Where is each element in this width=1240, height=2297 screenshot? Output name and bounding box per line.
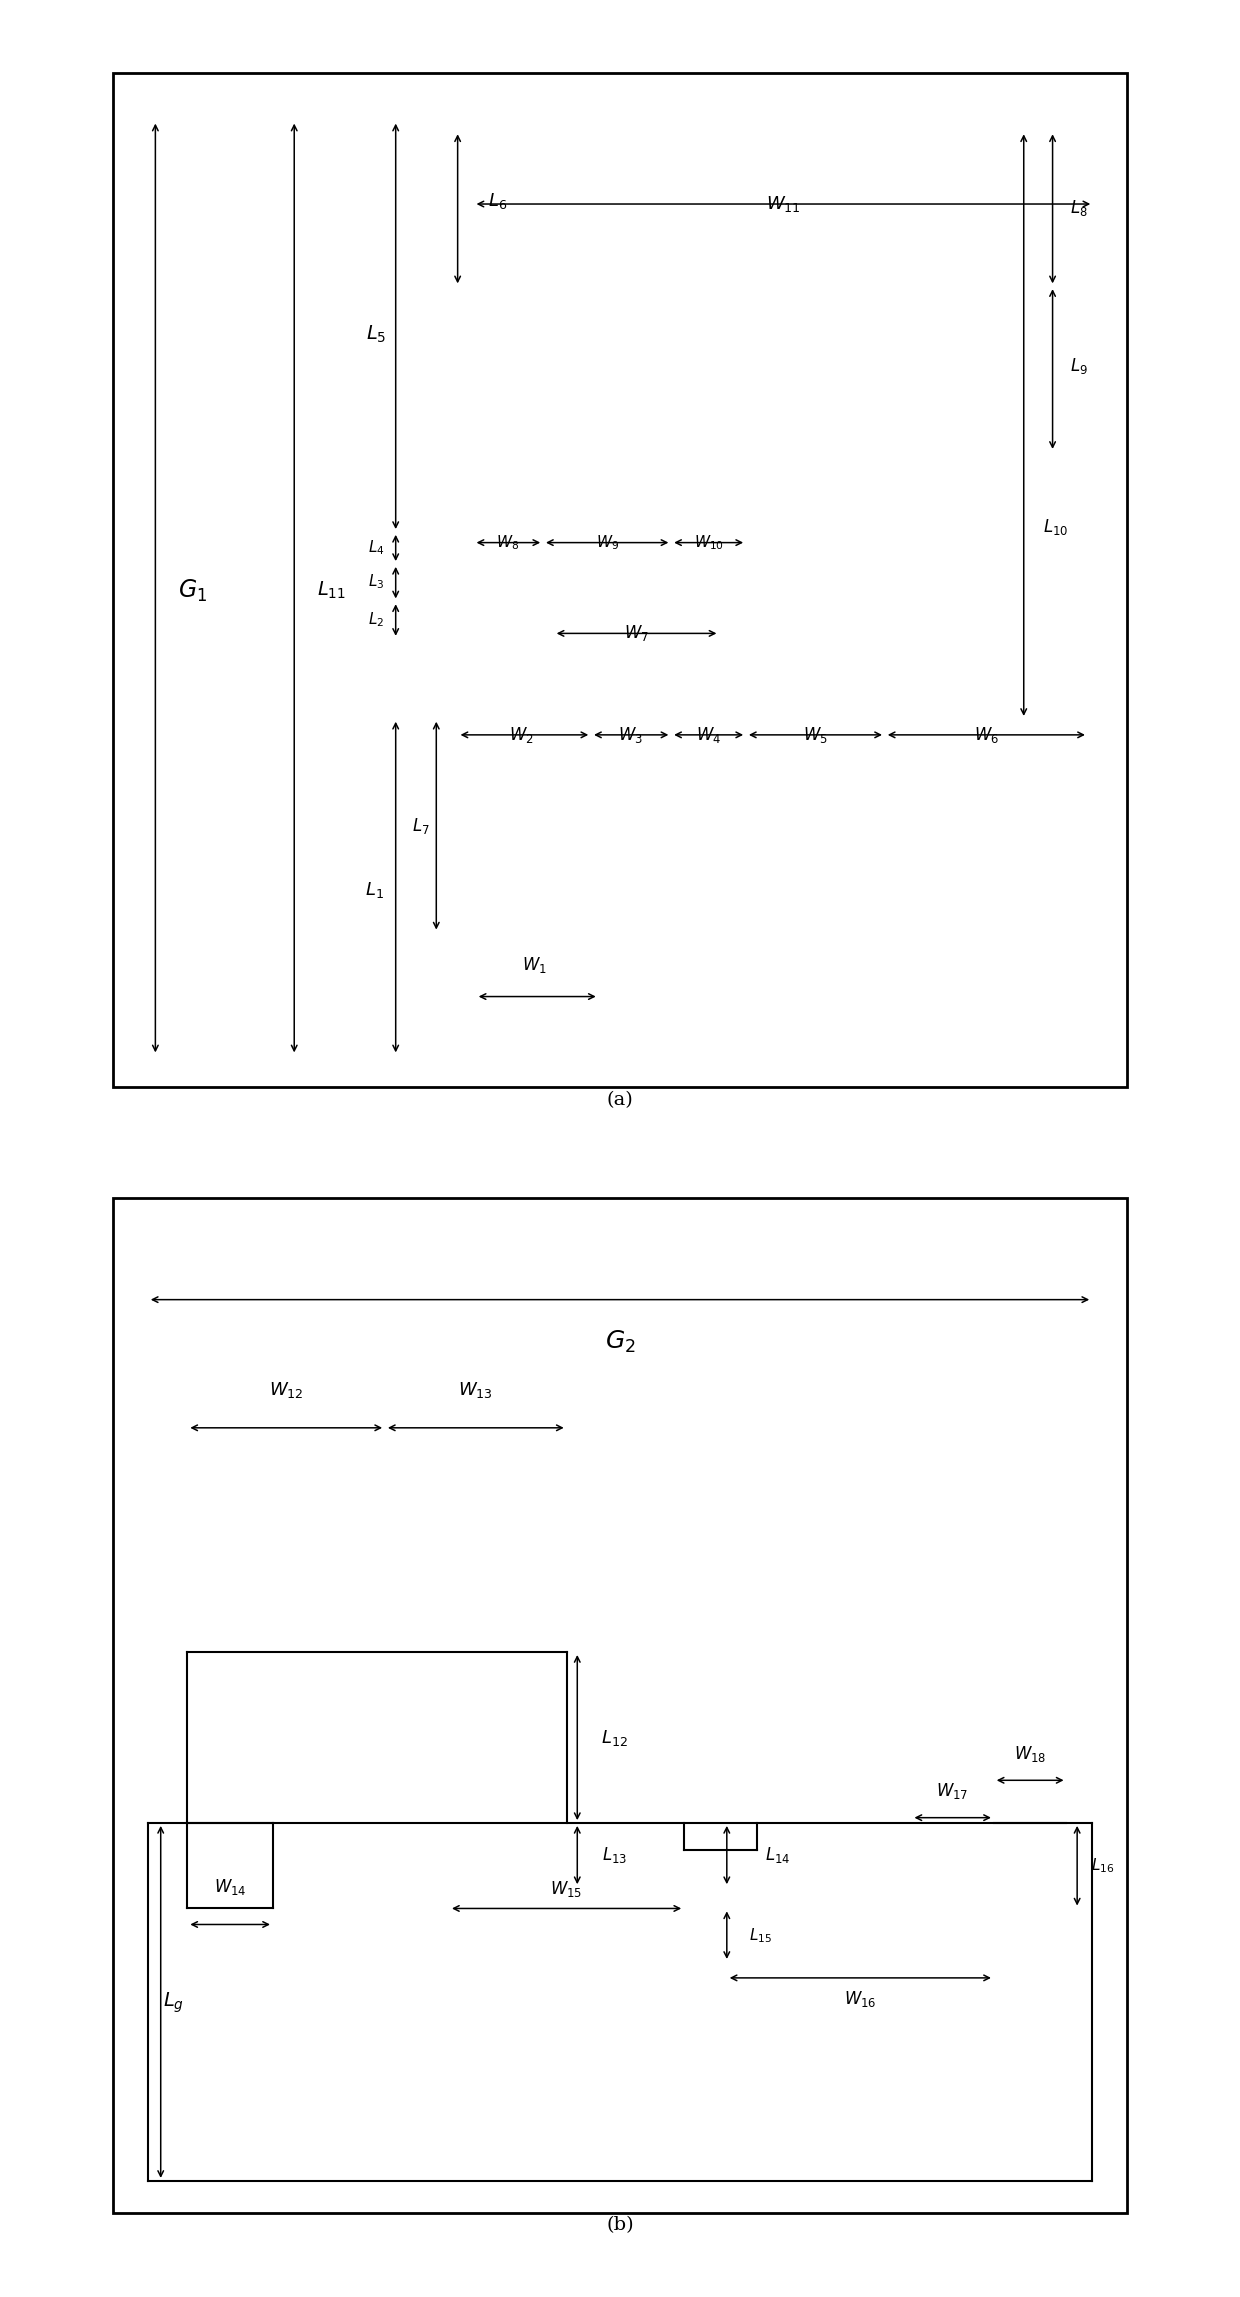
Text: $W_{18}$: $W_{18}$ — [1014, 1743, 1047, 1764]
Text: $L_{11}$: $L_{11}$ — [317, 581, 346, 602]
Text: $L_7$: $L_7$ — [413, 815, 430, 836]
Bar — [187, 1652, 567, 1824]
Text: $L_2$: $L_2$ — [368, 611, 384, 629]
Bar — [543, 687, 1087, 719]
Text: $W_7$: $W_7$ — [624, 622, 649, 643]
Text: $W_{10}$: $W_{10}$ — [693, 533, 724, 551]
Text: $G_1$: $G_1$ — [179, 577, 207, 604]
Text: $G_2$: $G_2$ — [605, 1330, 635, 1355]
Text: $W_1$: $W_1$ — [522, 956, 547, 974]
Bar — [993, 1824, 1066, 1909]
Text: $L_5$: $L_5$ — [366, 324, 387, 345]
Bar — [554, 558, 719, 618]
Bar — [474, 565, 516, 687]
Text: $W_{17}$: $W_{17}$ — [936, 1780, 968, 1801]
Bar — [474, 287, 543, 533]
Bar — [458, 687, 591, 719]
Text: $W_3$: $W_3$ — [619, 726, 644, 744]
Bar — [187, 1824, 273, 1909]
Text: $W_{13}$: $W_{13}$ — [459, 1380, 494, 1401]
Bar — [458, 533, 1087, 565]
Text: $L_3$: $L_3$ — [368, 572, 384, 593]
Text: $W_2$: $W_2$ — [510, 726, 534, 744]
Text: $L_{15}$: $L_{15}$ — [749, 1925, 773, 1946]
Polygon shape — [671, 533, 885, 719]
Bar — [501, 703, 543, 933]
Text: (a): (a) — [606, 1091, 634, 1109]
Text: $L_{16}$: $L_{16}$ — [1091, 1856, 1115, 1874]
Text: $W_{16}$: $W_{16}$ — [844, 1989, 877, 2010]
Text: $L_6$: $L_6$ — [487, 191, 507, 211]
Text: $W_8$: $W_8$ — [496, 533, 520, 551]
Bar — [148, 1824, 1092, 2180]
Text: $L_1$: $L_1$ — [365, 880, 384, 900]
Text: $L_{13}$: $L_{13}$ — [603, 1844, 627, 1865]
Text: $W_6$: $W_6$ — [973, 726, 999, 744]
Bar — [684, 1849, 756, 1909]
Text: $L_{14}$: $L_{14}$ — [765, 1844, 791, 1865]
Text: (b): (b) — [606, 2217, 634, 2235]
Bar — [474, 142, 1094, 287]
Text: $L_g$: $L_g$ — [162, 1989, 184, 2014]
Bar — [671, 473, 746, 533]
Bar — [187, 1824, 273, 1909]
Text: $W_4$: $W_4$ — [696, 726, 722, 744]
Text: $L_9$: $L_9$ — [1070, 356, 1089, 377]
Text: $W_{12}$: $W_{12}$ — [269, 1380, 304, 1401]
Text: $L_{10}$: $L_{10}$ — [1043, 517, 1069, 537]
Text: $W_5$: $W_5$ — [804, 726, 828, 744]
Text: $L_{12}$: $L_{12}$ — [601, 1727, 627, 1748]
Text: $W_{14}$: $W_{14}$ — [213, 1877, 247, 1897]
Bar — [476, 933, 599, 1054]
Text: $W_9$: $W_9$ — [595, 533, 619, 551]
Text: $W_{11}$: $W_{11}$ — [766, 193, 801, 214]
Text: $L_4$: $L_4$ — [368, 537, 384, 558]
Text: $L_8$: $L_8$ — [1070, 198, 1089, 218]
Text: $W_{15}$: $W_{15}$ — [551, 1879, 583, 1900]
